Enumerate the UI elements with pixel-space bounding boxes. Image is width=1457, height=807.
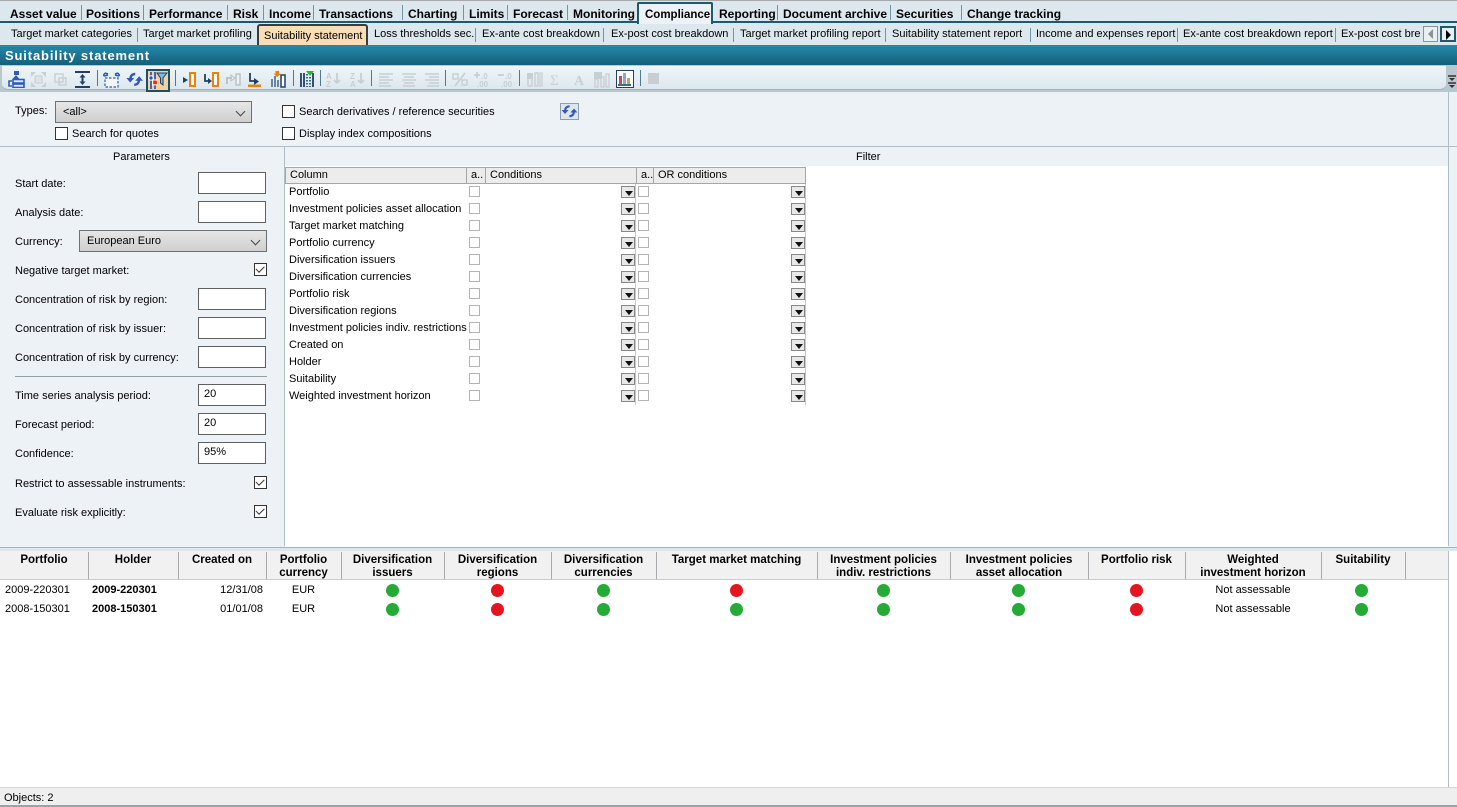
svg-text:.0: .0 (505, 72, 512, 81)
svg-text:Z: Z (350, 72, 355, 81)
svg-text:A: A (574, 74, 585, 88)
svg-text:Z: Z (326, 80, 331, 88)
svg-text:A: A (326, 72, 332, 81)
svg-text:.00: .00 (477, 80, 489, 88)
svg-text:.00: .00 (501, 80, 513, 88)
svg-text:.0: .0 (481, 72, 488, 81)
svg-text:Σ: Σ (550, 73, 559, 88)
svg-text:A: A (350, 80, 356, 88)
